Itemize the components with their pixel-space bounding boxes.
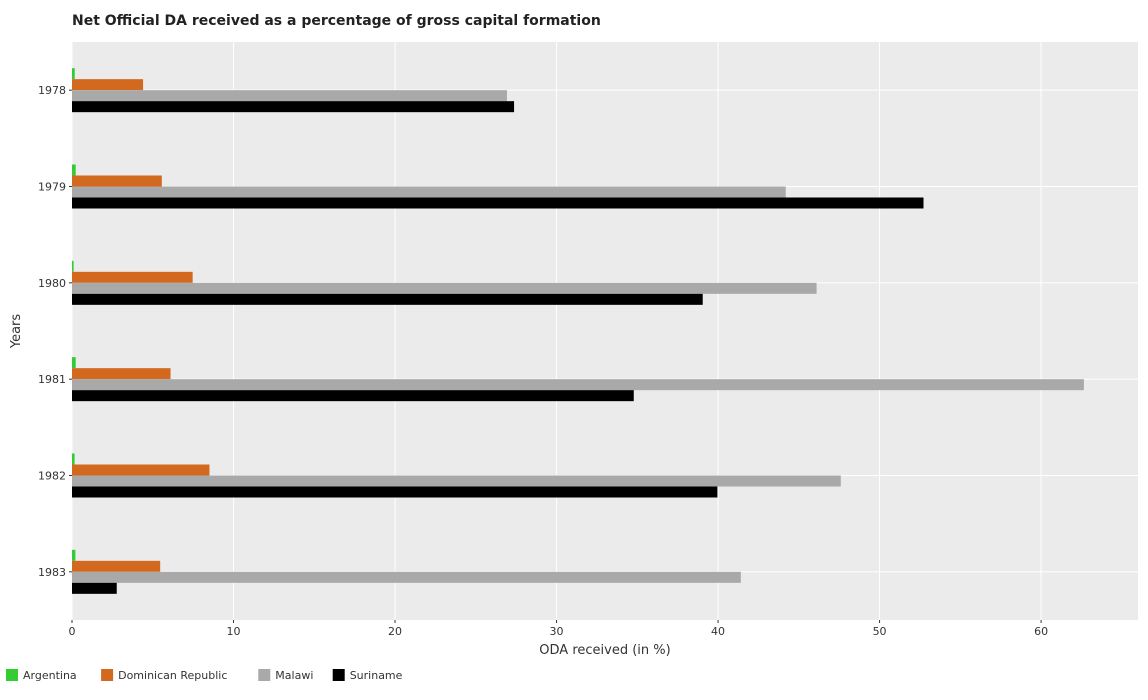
bar-suriname-1979 — [72, 197, 924, 209]
bar-argentina-1981 — [72, 357, 76, 369]
x-tick-label: 50 — [873, 625, 887, 638]
bar-argentina-1980 — [72, 260, 74, 272]
bar-malawi-1978 — [72, 90, 507, 102]
bar-suriname-1983 — [72, 582, 117, 594]
y-tick-label: 1980 — [38, 277, 66, 290]
bar-malawi-1979 — [72, 186, 786, 198]
x-axis-label: ODA received (in %) — [539, 643, 670, 658]
bar-suriname-1981 — [72, 390, 634, 402]
bar-dominican-republic-1979 — [72, 175, 162, 187]
y-ticks: 1978 1979 1980 1981 1982 1983 — [38, 84, 72, 579]
x-tick-label: 0 — [69, 625, 76, 638]
legend-label: Malawi — [275, 669, 313, 682]
plot-area — [72, 42, 1138, 620]
bar-dominican-republic-1980 — [72, 271, 193, 283]
bar-malawi-1981 — [72, 379, 1084, 391]
y-tick-label: 1983 — [38, 566, 66, 579]
bar-dominican-republic-1982 — [72, 464, 210, 476]
legend-swatch — [332, 669, 345, 681]
y-axis-label: Years — [9, 314, 24, 350]
bar-suriname-1980 — [72, 293, 703, 305]
x-tick-label: 60 — [1034, 625, 1048, 638]
chart-title: Net Official DA received as a percentage… — [72, 13, 601, 29]
legend-label: Dominican Republic — [118, 669, 227, 682]
bar-argentina-1978 — [72, 68, 75, 80]
y-tick-label: 1982 — [38, 470, 66, 483]
bar-dominican-republic-1981 — [72, 368, 171, 380]
y-tick-label: 1981 — [38, 373, 66, 386]
legend-swatch — [6, 669, 18, 681]
x-tick-label: 40 — [711, 625, 725, 638]
x-tick-label: 10 — [227, 625, 241, 638]
bar-argentina-1979 — [72, 164, 76, 176]
legend-swatch — [101, 669, 114, 681]
bar-dominican-republic-1983 — [72, 560, 161, 572]
legend: Argentina Dominican Republic Malawi Surinam… — [6, 669, 403, 682]
y-tick-label: 1979 — [38, 181, 66, 194]
legend-swatch — [258, 669, 271, 681]
bar-argentina-1983 — [72, 549, 76, 561]
x-ticks: 0 10 20 30 40 50 60 — [69, 620, 1048, 638]
x-tick-label: 20 — [388, 625, 402, 638]
y-tick-label: 1978 — [38, 84, 66, 97]
bar-malawi-1983 — [72, 571, 741, 583]
legend-label: Argentina — [23, 669, 77, 682]
x-tick-label: 30 — [550, 625, 564, 638]
legend-label: Suriname — [350, 669, 403, 682]
bar-dominican-republic-1978 — [72, 79, 144, 91]
bar-argentina-1982 — [72, 453, 75, 465]
bar-malawi-1980 — [72, 282, 817, 294]
bars — [72, 68, 1084, 594]
bar-suriname-1978 — [72, 101, 515, 113]
bar-malawi-1982 — [72, 475, 841, 487]
bar-suriname-1982 — [72, 486, 718, 498]
